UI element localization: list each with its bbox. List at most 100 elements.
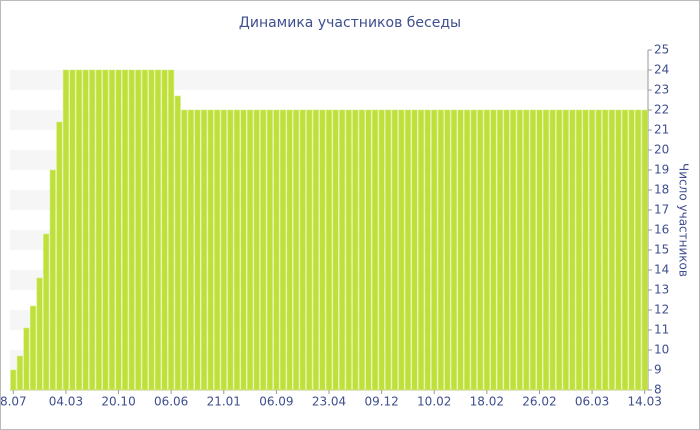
x-tick-label: 20.10 bbox=[101, 395, 135, 409]
bar bbox=[411, 109, 418, 391]
bar bbox=[174, 95, 181, 391]
bar bbox=[444, 109, 451, 391]
bar bbox=[227, 109, 234, 391]
bar bbox=[286, 109, 293, 391]
x-tick-label: 06.09 bbox=[259, 395, 293, 409]
bar bbox=[404, 109, 411, 391]
bar bbox=[391, 109, 398, 391]
bar bbox=[483, 109, 490, 391]
chart-title: Динамика участников беседы bbox=[239, 15, 461, 31]
bar bbox=[371, 109, 379, 391]
bar bbox=[510, 109, 517, 391]
bar bbox=[266, 109, 273, 391]
bar bbox=[312, 109, 319, 391]
bar bbox=[523, 109, 530, 391]
x-tick-label: 06.06 bbox=[154, 395, 188, 409]
bar bbox=[247, 109, 254, 391]
x-tick-label: 09.12 bbox=[364, 395, 398, 409]
bar bbox=[82, 69, 89, 391]
bar bbox=[299, 109, 306, 391]
bar bbox=[69, 69, 76, 391]
bar bbox=[207, 109, 214, 391]
bar bbox=[562, 109, 569, 391]
bar bbox=[549, 109, 556, 391]
bar bbox=[464, 109, 471, 391]
x-tick-label: 23.04 bbox=[312, 395, 346, 409]
bar bbox=[181, 109, 188, 391]
bar bbox=[29, 305, 37, 391]
bar bbox=[62, 69, 69, 391]
y-tick-label: 8 bbox=[654, 383, 662, 397]
bar bbox=[10, 369, 17, 391]
bar bbox=[260, 109, 267, 391]
bar bbox=[569, 109, 576, 391]
bar bbox=[108, 69, 116, 391]
y-tick-label: 23 bbox=[654, 83, 669, 97]
bar bbox=[240, 109, 247, 391]
y-tick-label: 18 bbox=[654, 183, 669, 197]
bar bbox=[628, 109, 635, 391]
bar bbox=[529, 109, 536, 391]
bar bbox=[16, 355, 23, 391]
bar bbox=[418, 109, 425, 391]
bar bbox=[431, 109, 438, 391]
bar bbox=[200, 109, 208, 391]
bar bbox=[496, 109, 504, 391]
x-tick-label: 21.01 bbox=[207, 395, 241, 409]
bar bbox=[122, 69, 129, 391]
y-tick-label: 20 bbox=[654, 143, 669, 157]
bar bbox=[602, 109, 609, 391]
bar bbox=[56, 121, 63, 391]
bar bbox=[168, 69, 175, 391]
bar bbox=[36, 277, 43, 391]
bar bbox=[319, 109, 326, 391]
bar bbox=[187, 109, 194, 391]
y-tick-label: 22 bbox=[654, 103, 669, 117]
bar bbox=[135, 69, 142, 391]
bar bbox=[352, 109, 359, 391]
bar bbox=[279, 109, 287, 391]
bar bbox=[608, 109, 615, 391]
bar bbox=[595, 109, 602, 391]
bar bbox=[398, 109, 405, 391]
bar bbox=[589, 109, 596, 391]
bar bbox=[635, 109, 642, 391]
bar bbox=[542, 109, 550, 391]
y-tick-label: 11 bbox=[654, 323, 669, 337]
bar bbox=[253, 109, 260, 391]
bar bbox=[49, 169, 56, 391]
y-tick-label: 17 bbox=[654, 203, 669, 217]
bar bbox=[273, 109, 280, 391]
bar bbox=[536, 109, 543, 391]
bar bbox=[154, 69, 162, 391]
bar bbox=[556, 109, 563, 391]
bar bbox=[325, 109, 333, 391]
bar bbox=[220, 109, 227, 391]
x-tick-label: 14.03 bbox=[628, 395, 662, 409]
bar bbox=[148, 69, 155, 391]
bar bbox=[582, 109, 589, 391]
bar bbox=[306, 109, 313, 391]
y-tick-label: 9 bbox=[654, 363, 662, 377]
y-tick-label: 24 bbox=[654, 63, 669, 77]
bar bbox=[75, 69, 83, 391]
bar bbox=[332, 109, 339, 391]
y-tick-label: 19 bbox=[654, 163, 669, 177]
bar bbox=[194, 109, 201, 391]
bar bbox=[457, 109, 464, 391]
y-tick-label: 14 bbox=[654, 263, 669, 277]
bar bbox=[89, 69, 96, 391]
bar bbox=[358, 109, 365, 391]
bar bbox=[141, 69, 148, 391]
bar bbox=[115, 69, 122, 391]
x-tick-label: 04.03 bbox=[49, 395, 83, 409]
bar bbox=[490, 109, 497, 391]
bar bbox=[450, 109, 458, 391]
bar bbox=[470, 109, 477, 391]
bar bbox=[378, 109, 385, 391]
y-tick-label: 15 bbox=[654, 243, 669, 257]
x-tick-label: 26.02 bbox=[522, 395, 556, 409]
x-tick-label: 10.02 bbox=[417, 395, 451, 409]
bar bbox=[503, 109, 510, 391]
bar bbox=[621, 109, 629, 391]
